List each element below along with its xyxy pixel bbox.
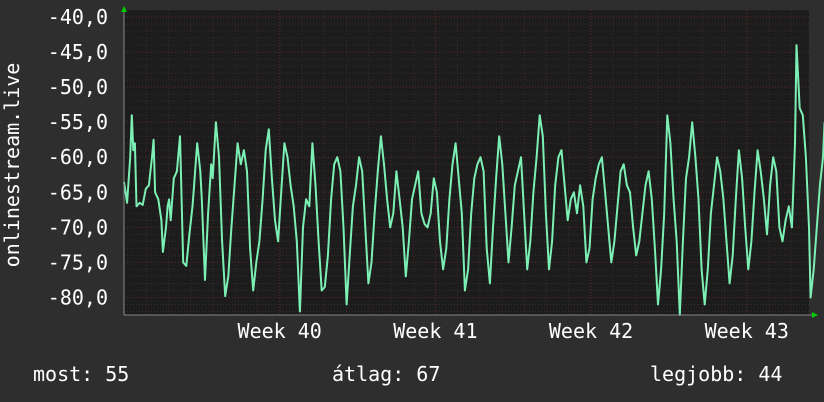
stat-average: átlag: 67 xyxy=(332,362,441,386)
major-grid xyxy=(124,10,809,315)
y-axis-label: onlinestream.live xyxy=(0,63,24,268)
x-axis-arrow xyxy=(812,312,818,318)
line-chart: -40,0 -45,0 -50,0 -55,0 -60,0 -65,0 -70,0 -75,0… xyxy=(0,5,824,343)
y-axis-arrow xyxy=(121,6,127,12)
x-tick-label: Week 40 xyxy=(238,319,322,343)
y-tick-label: -70,0 xyxy=(48,215,108,239)
x-tick-label: Week 42 xyxy=(549,319,633,343)
y-tick-label: -60,0 xyxy=(48,145,108,169)
x-tick-label: Week 41 xyxy=(393,319,477,343)
y-tick-label: -65,0 xyxy=(48,180,108,204)
y-axis-ticks: -40,0 -45,0 -50,0 -55,0 -60,0 -65,0 -70,0 -75,0… xyxy=(48,5,108,309)
stat-best: legjobb: 44 xyxy=(650,362,783,386)
y-tick-label: -55,0 xyxy=(48,110,108,134)
x-tick-label: Week 43 xyxy=(705,319,789,343)
series-line xyxy=(123,44,824,316)
stat-now: most: 55 xyxy=(33,362,130,386)
y-tick-label: -80,0 xyxy=(48,285,108,309)
y-tick-label: -45,0 xyxy=(48,40,108,64)
y-tick-label: -50,0 xyxy=(48,75,108,99)
x-axis-ticks: Week 40 Week 41 Week 42 Week 43 xyxy=(238,319,789,343)
y-tick-label: -40,0 xyxy=(48,5,108,29)
y-tick-label: -75,0 xyxy=(48,250,108,274)
